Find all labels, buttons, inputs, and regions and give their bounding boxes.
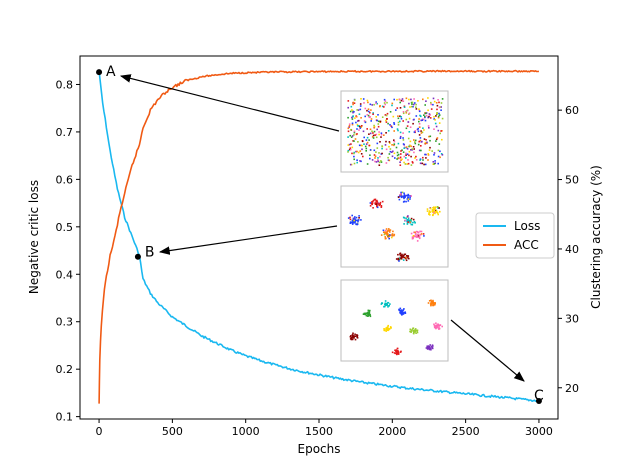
right-y-tick-label: 50 [565, 174, 579, 187]
x-tick-label: 3000 [525, 425, 553, 438]
right-y-axis-ticks: 20 30 40 50 60 [558, 104, 579, 395]
left-y-tick-label: 0.6 [56, 173, 74, 186]
annotation-point-b [134, 253, 141, 260]
left-y-tick-label: 0.5 [56, 221, 74, 234]
inset-scatter-c [340, 279, 449, 362]
right-y-tick-label: 40 [565, 243, 579, 256]
legend: Loss ACC [475, 212, 555, 259]
inset-scatter-a [340, 90, 449, 173]
annotation-layer: A B C [96, 64, 544, 404]
series-layer [98, 69, 540, 404]
x-tick-label: 2000 [378, 425, 406, 438]
right-y-tick-label: 60 [565, 104, 579, 117]
x-tick-label: 1500 [305, 425, 333, 438]
annotation-label-a: A [106, 64, 116, 80]
series-line-loss [98, 70, 540, 402]
left-y-tick-label: 0.3 [56, 316, 74, 329]
x-axis-ticks: 0 500 1000 1500 2000 2500 3000 [96, 419, 553, 438]
right-y-tick-label: 20 [565, 382, 579, 395]
left-y-tick-label: 0.8 [56, 78, 74, 91]
x-tick-label: 500 [162, 425, 183, 438]
annotation-label-b: B [145, 245, 155, 261]
legend-label-loss: Loss [514, 219, 540, 233]
right-y-tick-label: 30 [565, 312, 579, 325]
legend-label-acc: ACC [514, 238, 539, 252]
arrow-c [450, 319, 525, 382]
arrow-b [158, 225, 338, 255]
annotation-point-c [535, 397, 542, 404]
x-tick-label: 0 [96, 425, 103, 438]
left-y-tick-label: 0.2 [56, 363, 74, 376]
left-y-tick-label: 0.7 [56, 126, 74, 139]
x-tick-label: 1000 [232, 425, 260, 438]
x-axis-label: Epochs [298, 442, 341, 456]
annotation-label-c: C [534, 388, 544, 404]
inset-scatter-b [340, 185, 449, 268]
left-y-axis-ticks: 0.1 0.2 0.3 0.4 0.5 0.6 0.7 0.8 [56, 78, 80, 424]
x-tick-label: 2500 [452, 425, 480, 438]
right-y-axis-label: Clustering accuracy (%) [589, 165, 603, 309]
left-y-tick-label: 0.4 [56, 268, 74, 281]
annotation-point-a [96, 69, 103, 76]
series-line-acc [98, 69, 540, 404]
arrow-a [119, 74, 340, 132]
left-y-tick-label: 0.1 [56, 411, 74, 424]
left-y-axis-label: Negative critic loss [27, 180, 41, 294]
